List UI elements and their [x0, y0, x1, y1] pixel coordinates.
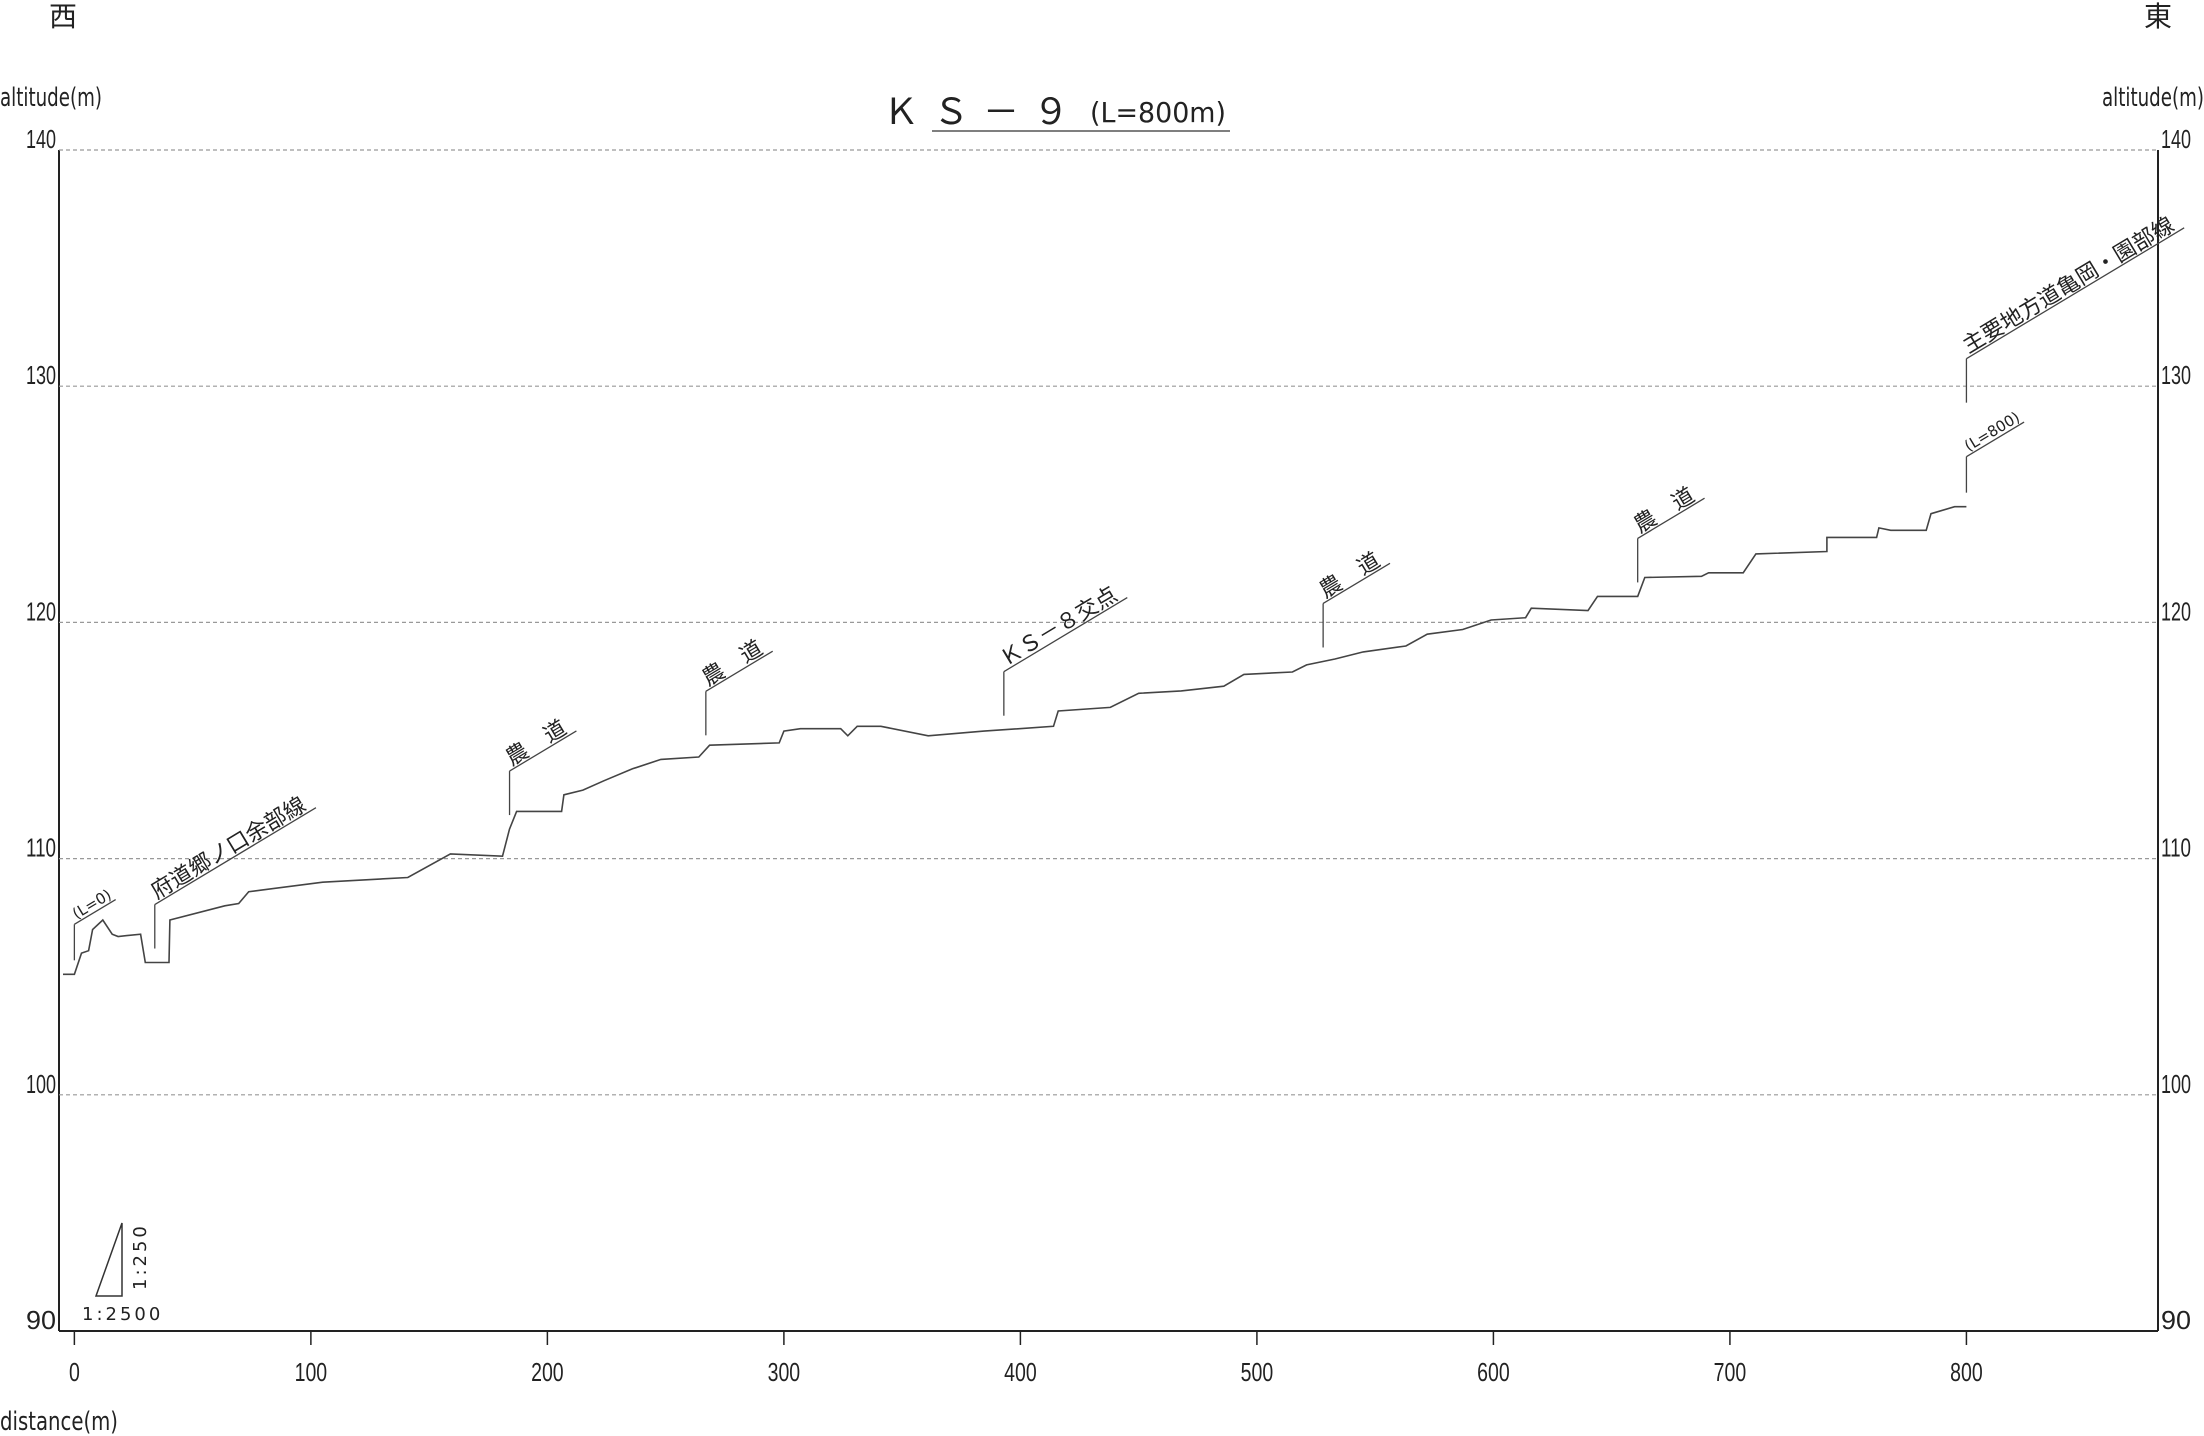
- y-axis-label: altitude(m): [0, 83, 102, 113]
- scale-triangle: [94, 1222, 123, 1297]
- corner-west: 西: [49, 0, 77, 33]
- leader-slant: [1637, 497, 1705, 539]
- x-axis-label: distance(m): [0, 1407, 118, 1436]
- x-tick-label: 800: [1950, 1357, 1983, 1386]
- annotation-label: 農 道: [698, 636, 767, 691]
- leader-slant: [705, 650, 774, 692]
- y-tick-label: 130: [26, 360, 56, 390]
- corner-east: 東: [2144, 0, 2172, 33]
- y2-tick-label: 100: [2161, 1069, 2191, 1099]
- leader-slant: [1966, 421, 2025, 458]
- y-tick-label: 120: [26, 596, 56, 626]
- leader-slant: [509, 730, 577, 772]
- leader-slant: [1966, 227, 2185, 360]
- x-tick-label: 100: [295, 1357, 328, 1386]
- y-tick-label: 110: [26, 833, 56, 863]
- chart-subtitle: (L=800m): [1090, 96, 1226, 129]
- x-tick-label: 400: [1004, 1357, 1037, 1386]
- annotation-label: 農 道: [1630, 483, 1699, 538]
- y2-tick-label: 90: [2161, 1305, 2191, 1335]
- annotation-label: (L=800): [1961, 408, 2023, 455]
- annotation-label: 府道郷ノ口余部線: [147, 793, 311, 905]
- x-tick-label: 200: [531, 1357, 564, 1386]
- leader-slant: [154, 807, 317, 906]
- scale-horizontal: 1:2500: [82, 1304, 163, 1325]
- x-tick-label: 300: [768, 1357, 801, 1386]
- x-tick-label: 500: [1241, 1357, 1274, 1386]
- leader-slant: [1322, 562, 1391, 605]
- y2-tick-label: 140: [2161, 124, 2191, 154]
- chart-title: ＫＳ－９: [883, 92, 1083, 133]
- x-tick-label: 600: [1477, 1357, 1510, 1386]
- y2-axis-label: altitude(m): [2102, 83, 2204, 113]
- y2-tick-label: 130: [2161, 360, 2191, 390]
- annotation-label: ＫＳ－８交点: [996, 582, 1122, 671]
- annotation-label: 農 道: [502, 716, 571, 771]
- y2-tick-label: 120: [2161, 596, 2191, 626]
- y-tick-label: 100: [26, 1069, 56, 1099]
- y-tick-label: 90: [26, 1305, 56, 1335]
- y2-tick-label: 110: [2161, 833, 2191, 863]
- x-tick-label: 700: [1714, 1357, 1747, 1386]
- y-tick-label: 140: [26, 124, 56, 154]
- annotation-label: 農 道: [1315, 548, 1384, 603]
- annotation-label: 主要地方道亀岡・園部線: [1959, 213, 2179, 359]
- profile-line: [63, 505, 1967, 976]
- scale-vertical: 1:250: [130, 1223, 151, 1290]
- leader-slant: [74, 898, 117, 925]
- x-tick-label: 0: [69, 1357, 80, 1386]
- leader-slant: [1003, 596, 1128, 673]
